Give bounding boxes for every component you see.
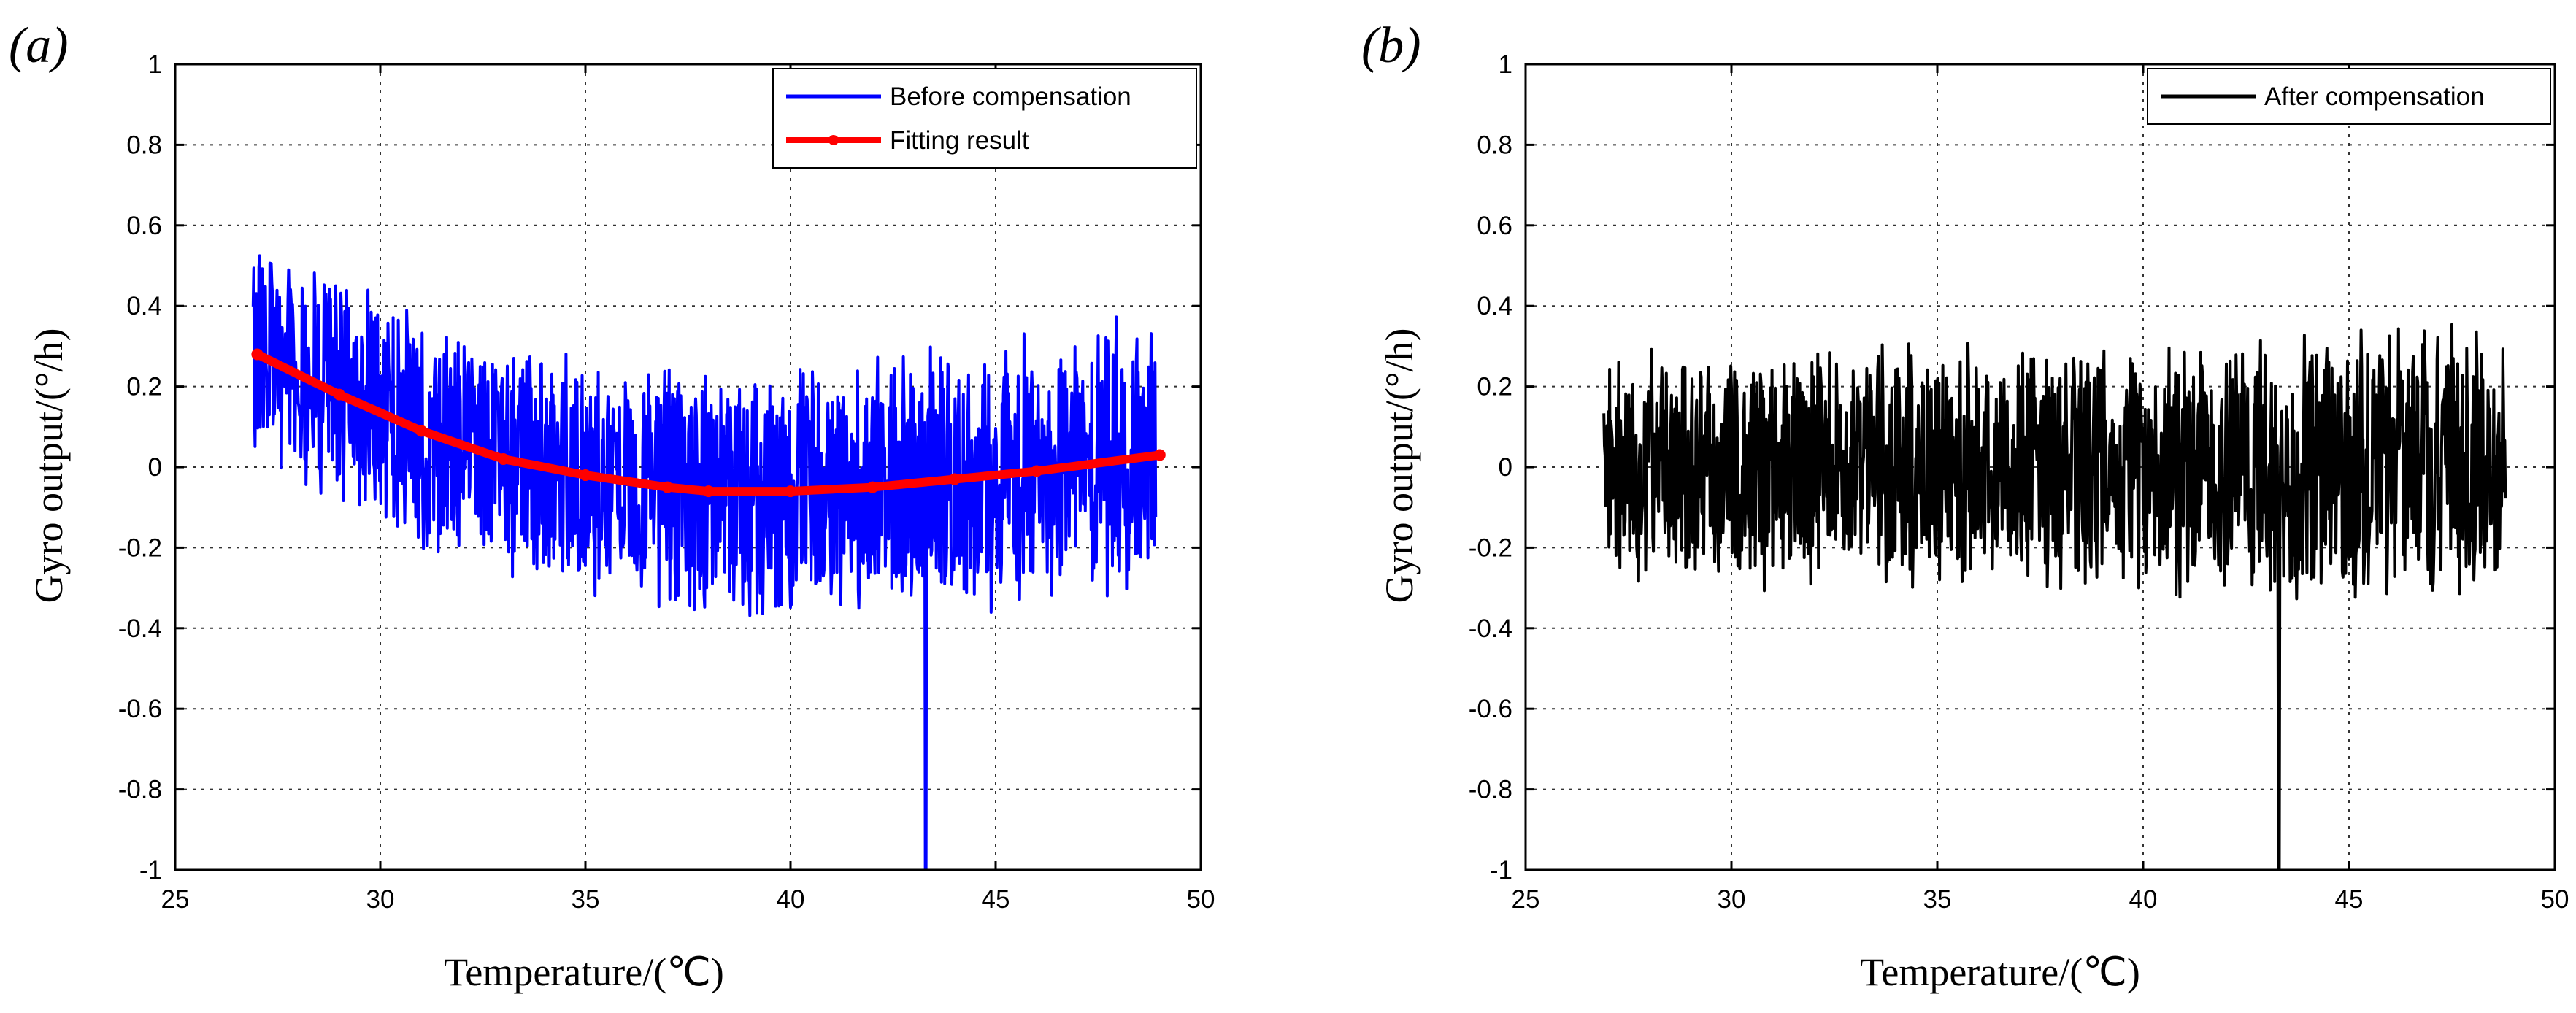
legend-label-a-0: Before compensation bbox=[890, 82, 1131, 111]
y-tick-label-b: -0.8 bbox=[1469, 776, 1512, 804]
fit-point-a bbox=[251, 348, 264, 361]
y-tick-label-a: -1 bbox=[139, 856, 162, 885]
panel-label-b: (b) bbox=[1361, 18, 1421, 74]
fit-point-a bbox=[702, 485, 715, 498]
x-tick-label-a: 45 bbox=[982, 885, 1010, 914]
x-tick-label-b: 35 bbox=[1923, 885, 1952, 914]
y-tick-label-b: -0.6 bbox=[1469, 695, 1512, 723]
legend-label-a-1: Fitting result bbox=[890, 126, 1029, 155]
y-tick-label-b: -1 bbox=[1490, 856, 1512, 885]
y-tick-label-a: -0.8 bbox=[118, 776, 162, 804]
y-tick-label-b: -0.4 bbox=[1469, 615, 1512, 643]
legend-b: After compensation bbox=[2147, 68, 2551, 125]
y-tick-label-a: 0.8 bbox=[126, 131, 162, 159]
series-line-b-0 bbox=[1602, 323, 2507, 870]
y-tick-label-a: -0.2 bbox=[118, 534, 162, 562]
x-tick-label-b: 30 bbox=[1718, 885, 1746, 914]
x-tick-label-a: 35 bbox=[572, 885, 600, 914]
fit-point-a bbox=[497, 452, 510, 465]
fit-point-a bbox=[866, 481, 879, 493]
y-tick-label-b: 0.2 bbox=[1477, 373, 1512, 401]
fit-point-a bbox=[785, 485, 796, 498]
fit-point-a bbox=[661, 481, 674, 493]
fit-point-a bbox=[415, 425, 428, 437]
y-tick-label-a: -0.4 bbox=[118, 615, 162, 643]
x-tick-label-b: 45 bbox=[2335, 885, 2364, 914]
x-tick-label-a: 40 bbox=[777, 885, 805, 914]
legend-box-a bbox=[772, 68, 1197, 169]
x-tick-label-a: 50 bbox=[1187, 885, 1215, 914]
y-tick-label-b: 0.4 bbox=[1477, 292, 1512, 320]
x-tick-label-b: 40 bbox=[2129, 885, 2158, 914]
y-tick-label-b: 0.8 bbox=[1477, 131, 1512, 159]
x-axis-title-a: Temperature/(℃) bbox=[444, 950, 724, 994]
fit-point-a bbox=[948, 473, 961, 485]
x-tick-label-b: 25 bbox=[1512, 885, 1540, 914]
y-tick-label-a: 0.4 bbox=[126, 292, 162, 320]
x-axis-title-b: Temperature/(℃) bbox=[1860, 950, 2140, 994]
ticks-a: 25 30 35 40 45 50 -1 -0.8 -0.6 -0.4 -0.2 0 0.2 0.4 0.6… bbox=[118, 50, 1215, 914]
series-line-a-0 bbox=[251, 254, 1158, 870]
x-tick-label-b: 50 bbox=[2541, 885, 2569, 914]
chart-panel-a: (a) 25 30 35 40 45 50 -1 -0.8 -0.6 -0.4 -0.2 0 0.2 0.… bbox=[9, 18, 1215, 994]
y-tick-label-a: 0.2 bbox=[126, 373, 162, 401]
y-tick-label-b: 0 bbox=[1499, 453, 1512, 482]
chart-panel-b: (b) 25 30 35 40 45 50 -1 -0.8 -0.6 -0.4 -0.2 0 0.2 0.… bbox=[1361, 18, 2569, 994]
series-group-a bbox=[251, 254, 1166, 870]
fit-point-a bbox=[333, 388, 345, 401]
x-tick-label-a: 25 bbox=[161, 885, 190, 914]
legend-a: Before compensation Fitting result bbox=[772, 68, 1197, 169]
y-tick-label-a: 1 bbox=[148, 50, 162, 79]
x-tick-label-a: 30 bbox=[366, 885, 395, 914]
y-tick-label-a: 0.6 bbox=[126, 212, 162, 240]
y-axis-title-b: Gyro output/(°/h) bbox=[1377, 328, 1421, 603]
y-tick-label-b: 0.6 bbox=[1477, 212, 1512, 240]
y-tick-label-a: 0 bbox=[148, 453, 162, 482]
fit-point-a bbox=[1031, 465, 1043, 477]
y-tick-label-a: -0.6 bbox=[118, 695, 162, 723]
ticks-b: 25 30 35 40 45 50 -1 -0.8 -0.6 -0.4 -0.2 0 0.2 0.4 0.6… bbox=[1469, 50, 2569, 914]
series-group-b bbox=[1602, 323, 2507, 870]
panel-label-a: (a) bbox=[9, 18, 69, 74]
y-tick-label-b: 1 bbox=[1499, 50, 1512, 79]
y-tick-label-b: -0.2 bbox=[1469, 534, 1512, 562]
legend-marker-a-1 bbox=[828, 135, 839, 145]
legend-label-b-0: After compensation bbox=[2264, 82, 2485, 111]
fit-point-a bbox=[580, 469, 591, 482]
fit-point-a bbox=[1153, 449, 1166, 461]
y-axis-title-a: Gyro output/(°/h) bbox=[27, 328, 71, 603]
